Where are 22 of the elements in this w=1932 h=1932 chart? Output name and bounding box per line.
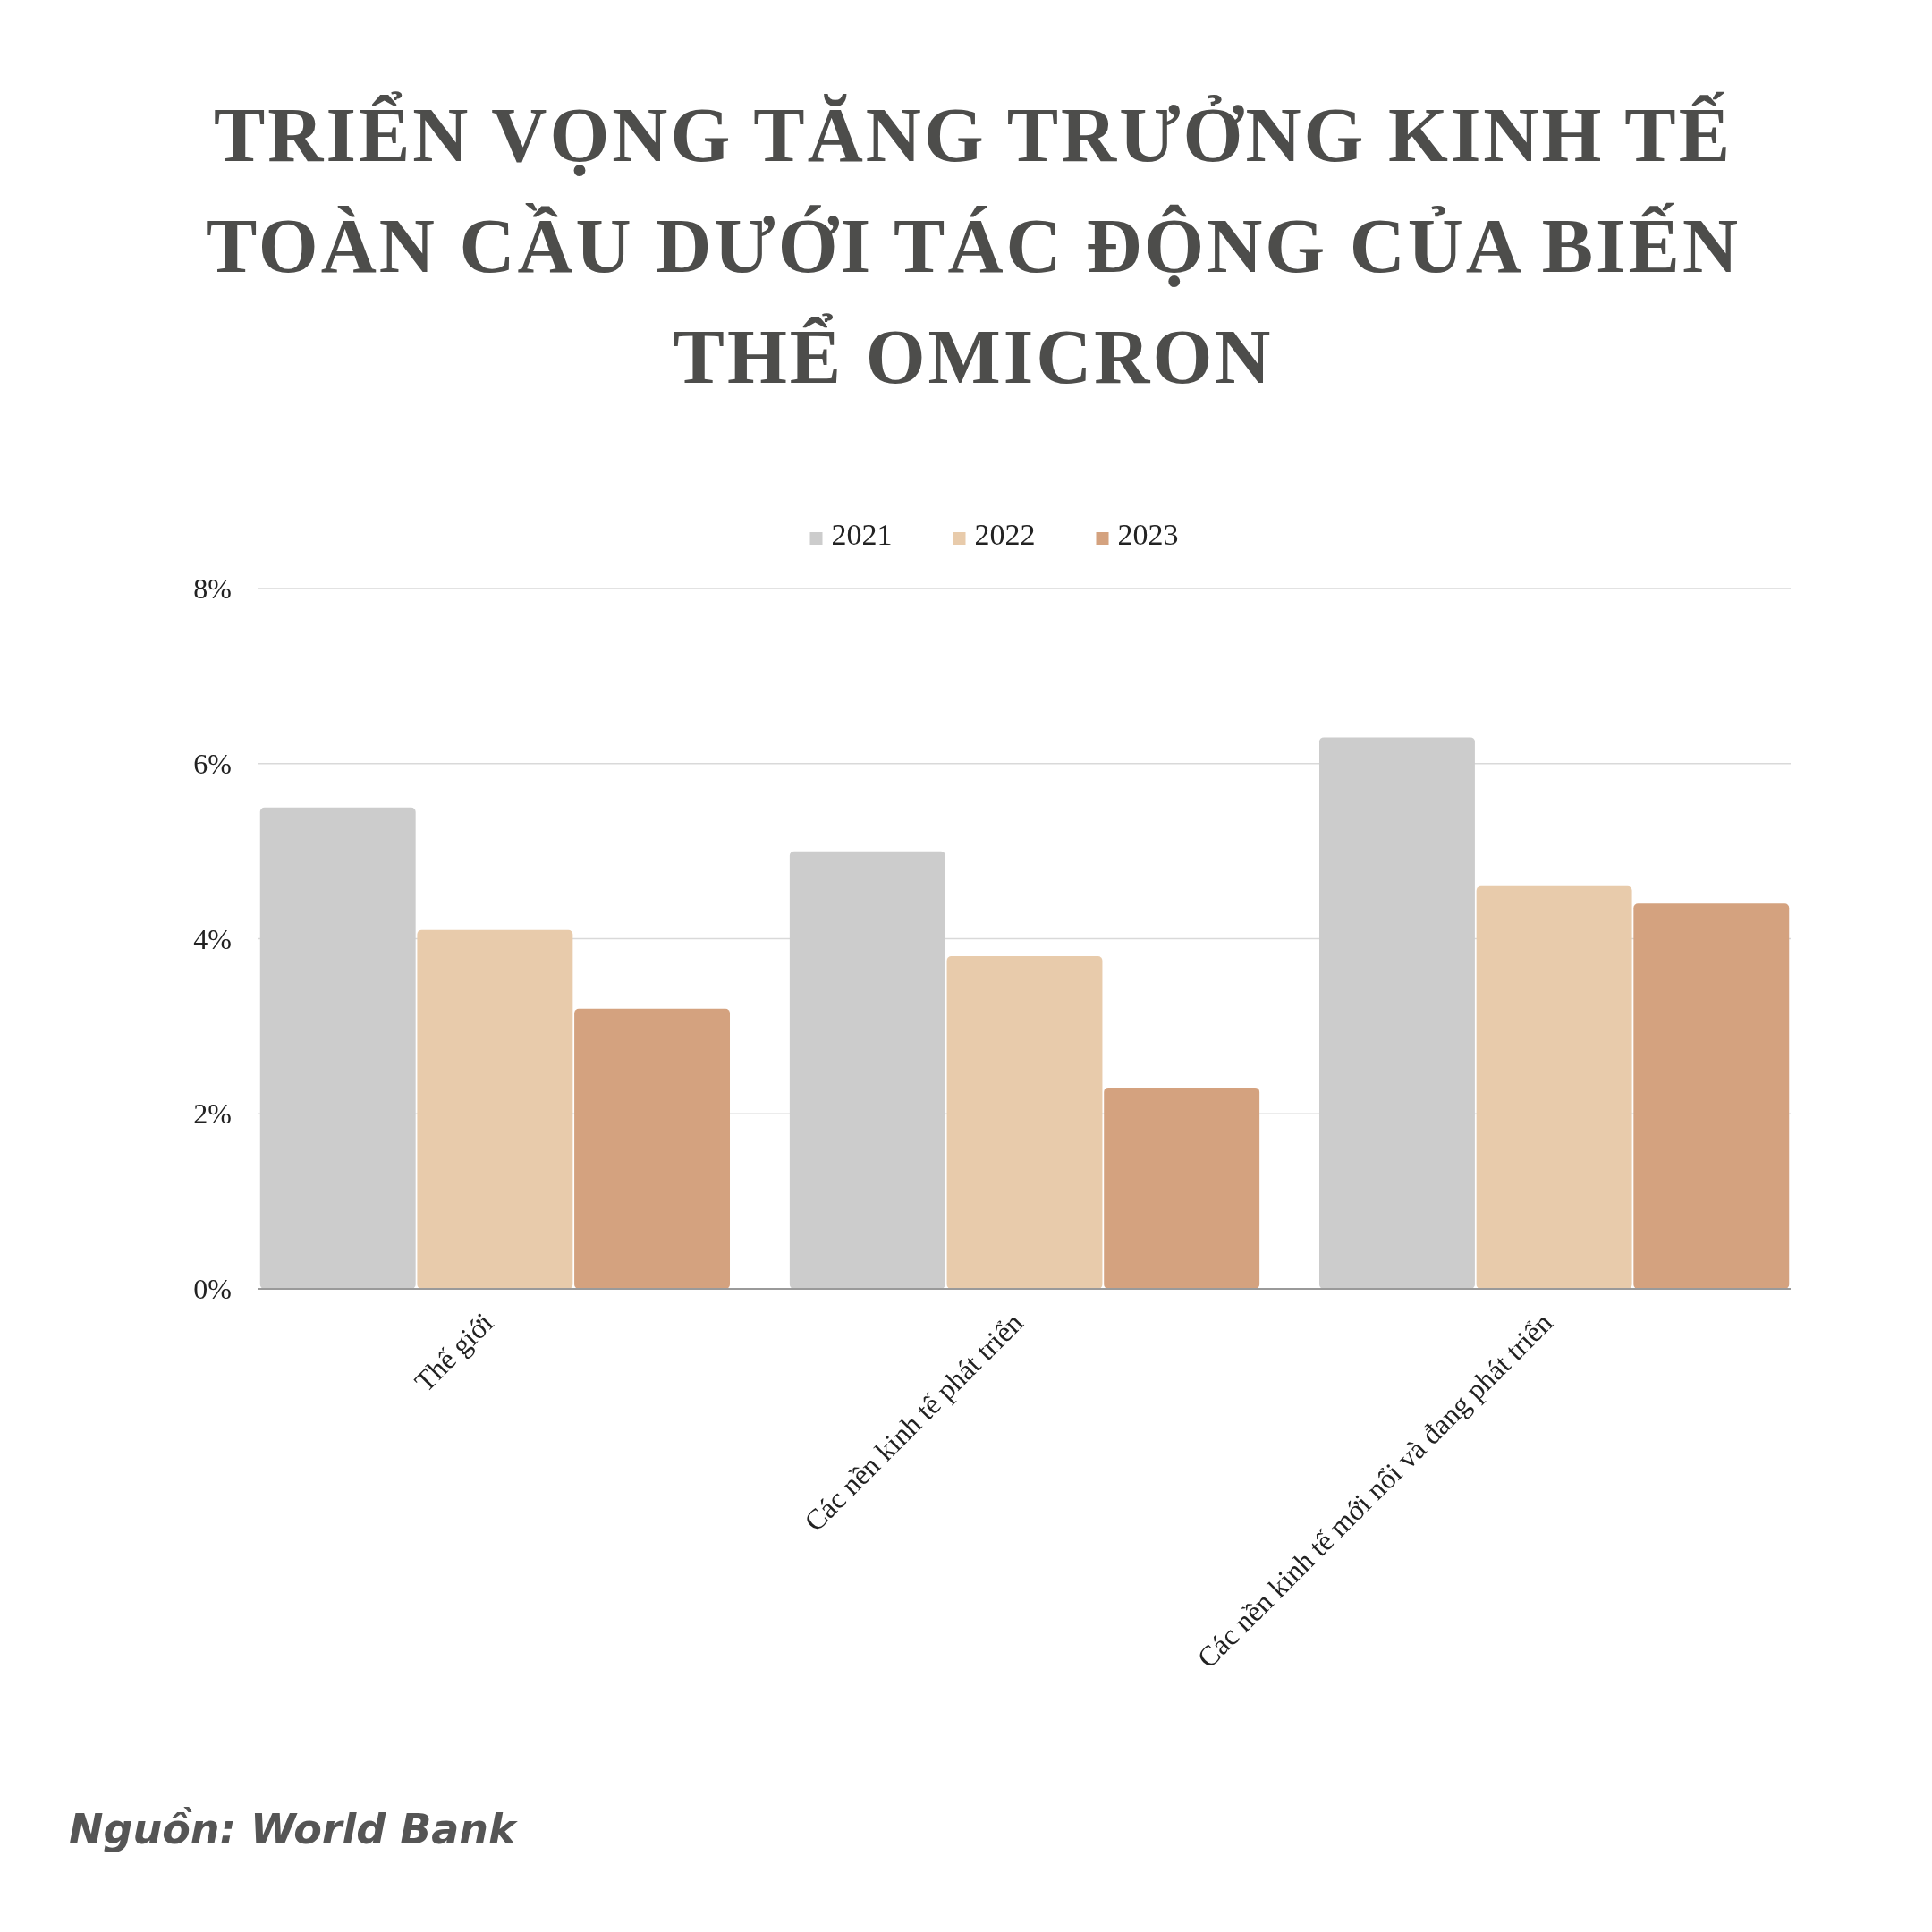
text: Nguồn: World Bank (69, 1805, 519, 1853)
bar (574, 1008, 731, 1289)
y-tick-label: 4% (193, 922, 232, 955)
bar (1476, 886, 1632, 1289)
bar (1633, 903, 1790, 1289)
y-tick-label: 8% (193, 572, 232, 605)
y-tick-label: 2% (193, 1097, 232, 1131)
bar (417, 929, 573, 1289)
legend-label: 2021 (831, 518, 893, 551)
bar (1104, 1087, 1260, 1289)
bar (1318, 737, 1475, 1289)
bar (946, 956, 1103, 1289)
bar (259, 807, 416, 1289)
x-tick-label: Các nền kinh tế mới nổi và đang phát triển (1191, 1306, 1559, 1674)
chart-title: TRIỂN VỌNG TĂNG TRƯỞNG KINH TẾ TOÀN CẦU DƯỚI TÁC ĐỘNG CỦA BIẾN THỂ OMICRON (205, 91, 1741, 400)
legend-label: 2022 (974, 518, 1036, 551)
y-tick-label: 6% (193, 747, 232, 780)
y-tick-label: 0% (193, 1273, 232, 1305)
legend-label: 2023 (1117, 518, 1179, 551)
x-tick-label: Các nền kinh tế phát triển (797, 1306, 1030, 1538)
bar (789, 851, 945, 1289)
x-tick-label: Thế giới (408, 1306, 500, 1398)
